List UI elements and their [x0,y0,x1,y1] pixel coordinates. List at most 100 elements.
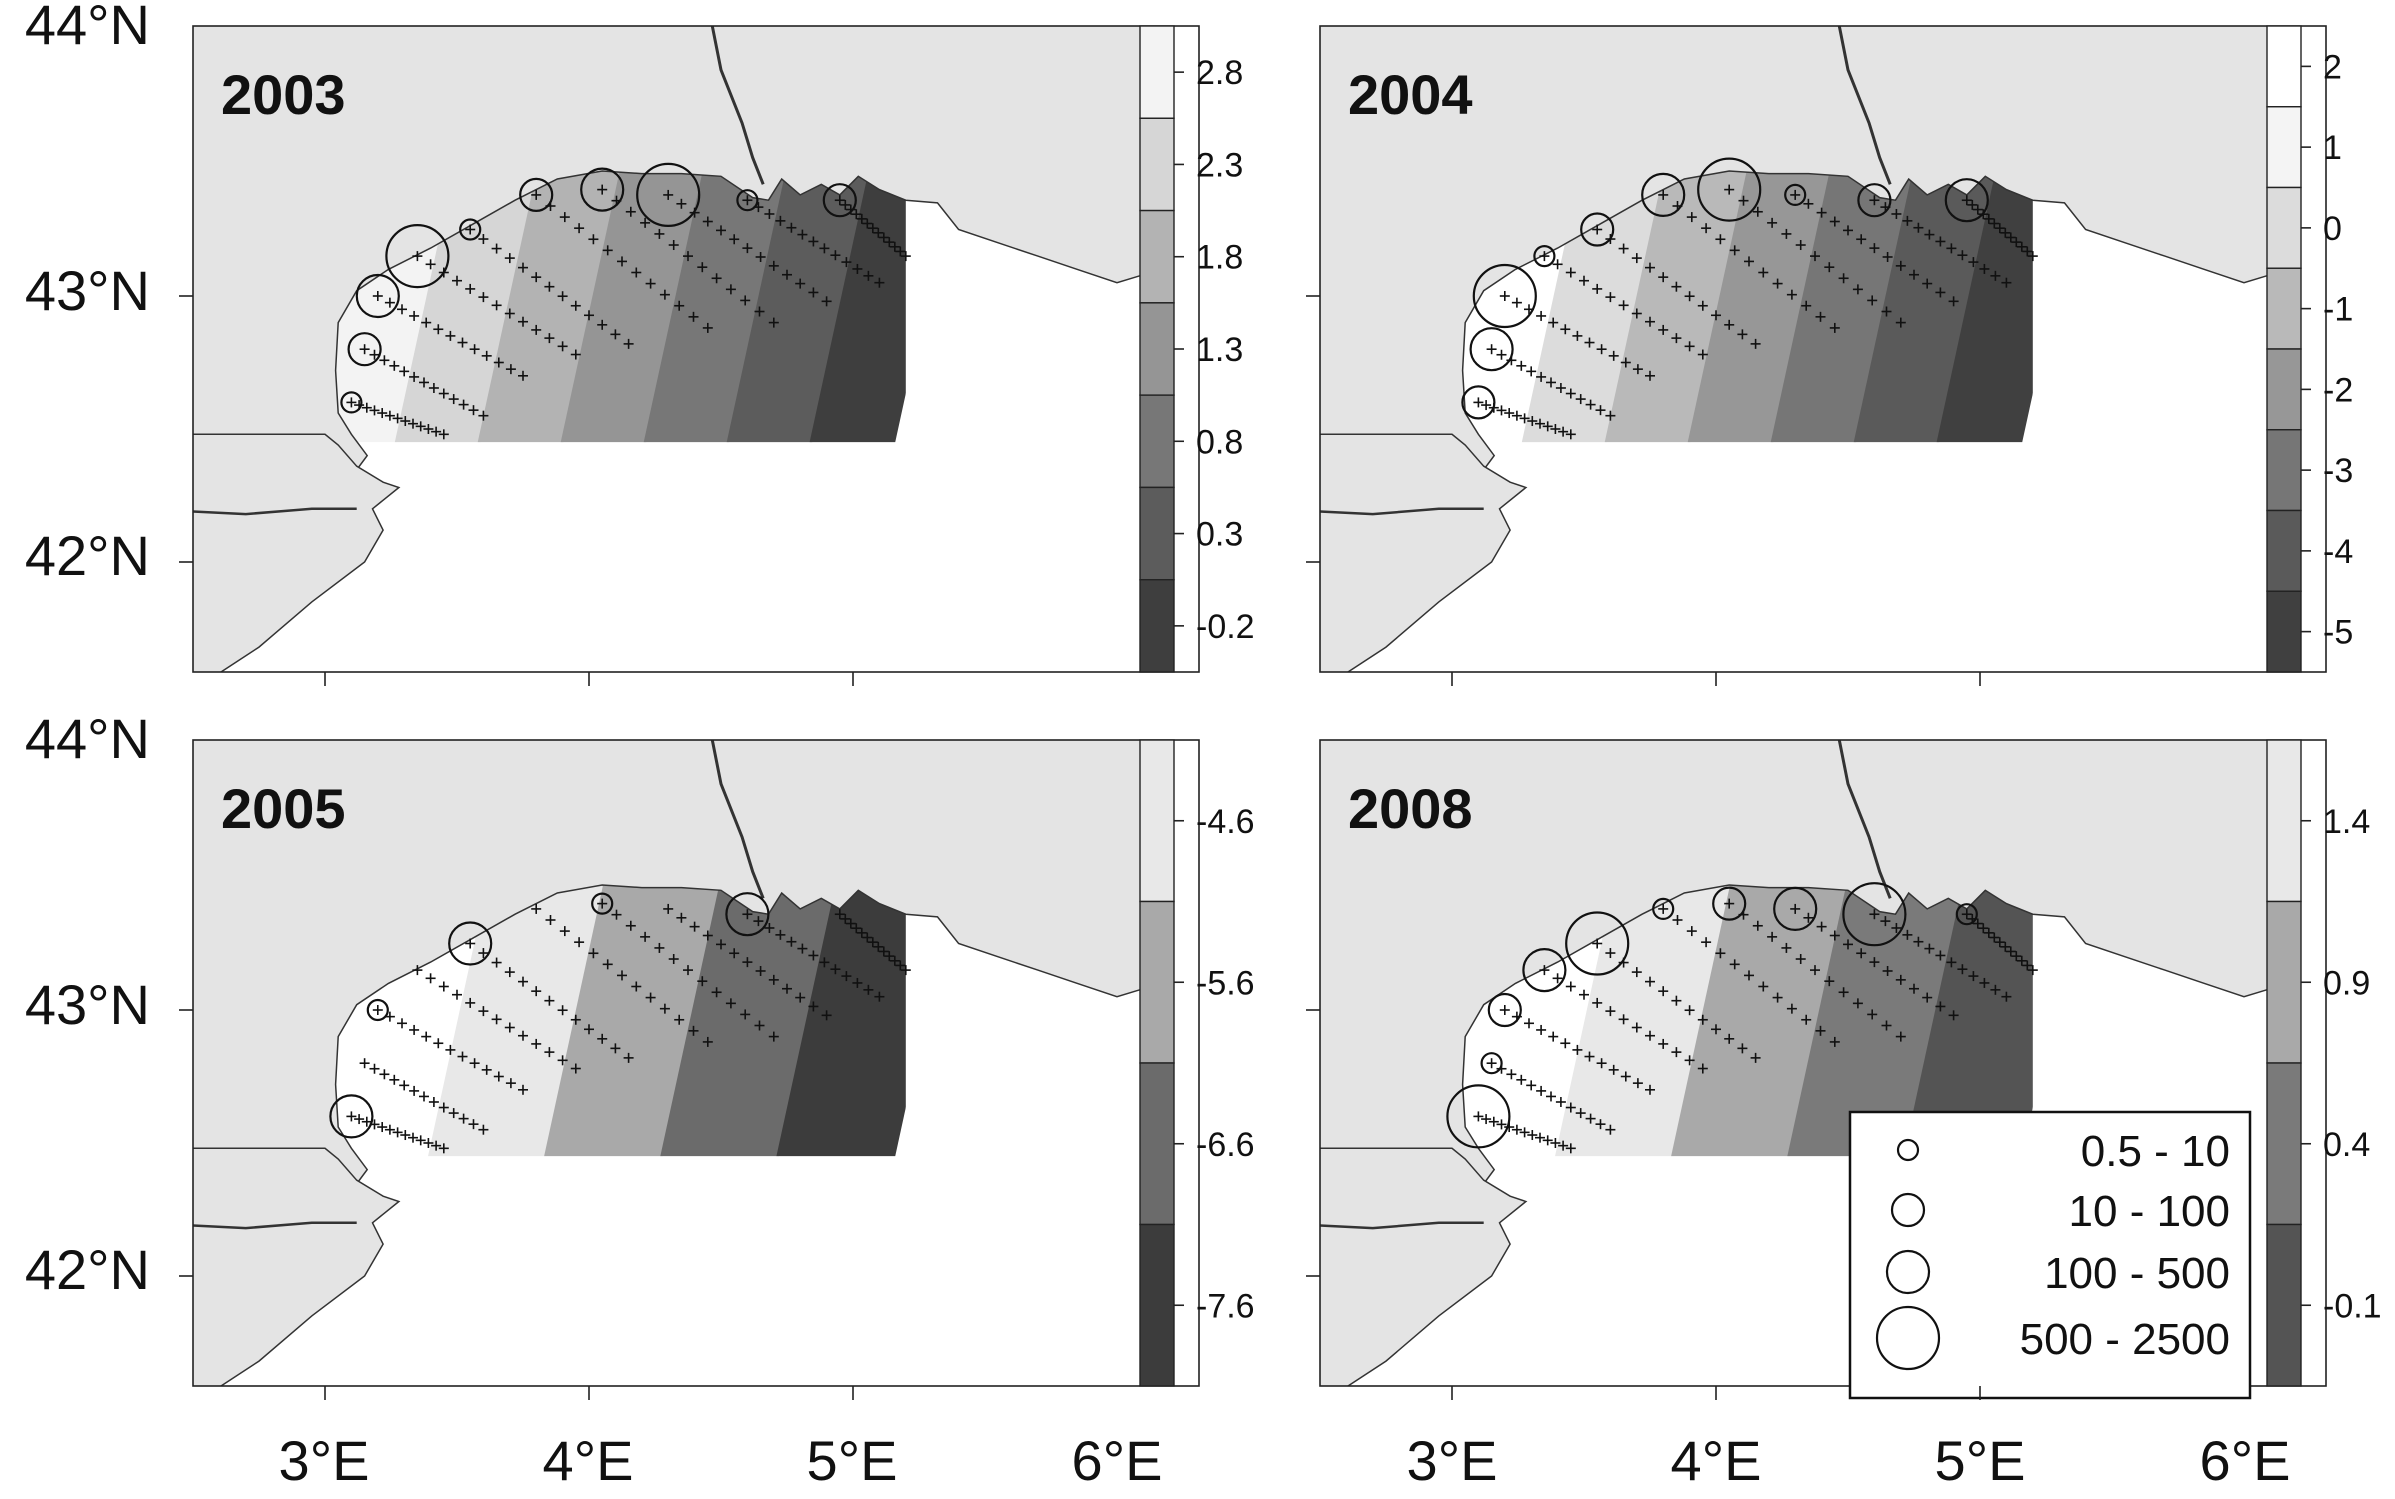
station-cross [768,1031,779,1042]
station-cross [1978,923,1989,934]
station-cross [419,377,429,388]
station-cross [878,946,889,957]
station-cross [1645,316,1655,327]
station-cross [1752,920,1763,931]
station-cross [821,296,832,307]
station-cross [895,960,906,971]
station-cross [557,1055,568,1066]
station-cross [1697,300,1708,311]
station-cross [1596,1058,1607,1069]
station-cross [1684,291,1695,302]
station-cross [1645,262,1655,273]
station-cross [1645,1030,1655,1041]
station-cross [1772,278,1783,289]
station-cross [797,229,808,240]
station-cross [1496,349,1507,360]
map-area [193,740,1199,1386]
station-cross [1852,284,1863,295]
lat-label-43-top: 43°N [25,259,150,322]
station-cross [1895,974,1906,985]
station-cross [1724,898,1735,909]
abundance-circle [1842,882,1907,947]
station-cross [1701,223,1712,234]
abundance-circle [385,224,450,289]
station-cross [478,410,489,421]
station-cross [845,918,856,929]
station-cross [716,939,726,950]
station-cross [625,206,636,217]
station-cross [458,1113,469,1124]
abundance-circle [347,332,382,367]
station-cross [740,1009,751,1020]
station-cross [775,215,786,226]
station-cross [1790,189,1801,200]
station-cross [372,291,383,301]
station-cross [688,311,699,322]
legend-label-3: 100 - 500 [2044,1249,2230,1298]
station-cross [1575,394,1586,405]
abundance-circle [736,189,759,212]
station-cross [1989,932,2000,943]
station-cross [1979,977,1990,988]
station-cross [518,976,528,987]
station-cross [1560,1038,1571,1049]
station-cross [2022,246,2033,257]
station-cross [1913,222,1924,233]
station-cross [1605,948,1616,959]
legend-circle-2 [1890,1192,1926,1228]
zone-band-6 [726,163,873,443]
station-cross [2000,941,2011,952]
station-cross [491,1014,502,1025]
station-cross [786,936,797,947]
station-cross [663,903,674,914]
station-cross [531,272,542,283]
station-cross [1990,984,2001,995]
station-cross [361,402,372,413]
station-cross [1632,1078,1643,1089]
station-cross [1684,341,1695,352]
station-cross [1697,349,1708,360]
station-cross [369,349,380,360]
land-north [193,740,1171,1255]
abundance-circle [329,1094,374,1139]
station-cross [448,1108,459,1119]
station-cross [1671,995,1682,1006]
station-cross [491,243,502,254]
station-cross [408,418,418,429]
station-cross [1565,1102,1576,1113]
station-cross [1595,405,1606,416]
zone-band-3 [1604,163,1752,443]
colorbar-segment [2266,509,2302,592]
station-cross [1524,1018,1534,1029]
station-cross [559,926,570,937]
station-cross [597,1033,608,1044]
abundance-circle [580,167,625,212]
station-cross [1795,954,1806,965]
zone-band-4 [560,163,707,443]
station-cross [754,1020,765,1031]
station-cross [438,429,449,440]
station-cross [1869,243,1880,254]
station-cross [753,916,764,927]
station-cross [808,950,819,961]
zone-band-5 [1770,163,1917,443]
lon-label-5-left: 5°E [807,1429,898,1492]
station-cross [1645,1084,1655,1095]
station-cross [702,216,713,227]
station-cross [1565,388,1576,399]
station-cross [359,344,370,355]
station-cross [438,1143,449,1154]
station-cross [1632,364,1643,375]
station-cross [1684,1055,1695,1066]
station-cross [689,921,700,932]
station-cross [856,213,867,224]
colorbar-label: 2 [2323,48,2342,86]
station-cross [1922,992,1933,1003]
abundance-circle [636,162,701,227]
station-cross [631,267,642,278]
abundance-circle [1652,897,1675,920]
station-cross [1631,1022,1642,1033]
station-cross [1891,208,1902,219]
station-cross [1542,1135,1553,1146]
station-cross [1803,198,1814,209]
